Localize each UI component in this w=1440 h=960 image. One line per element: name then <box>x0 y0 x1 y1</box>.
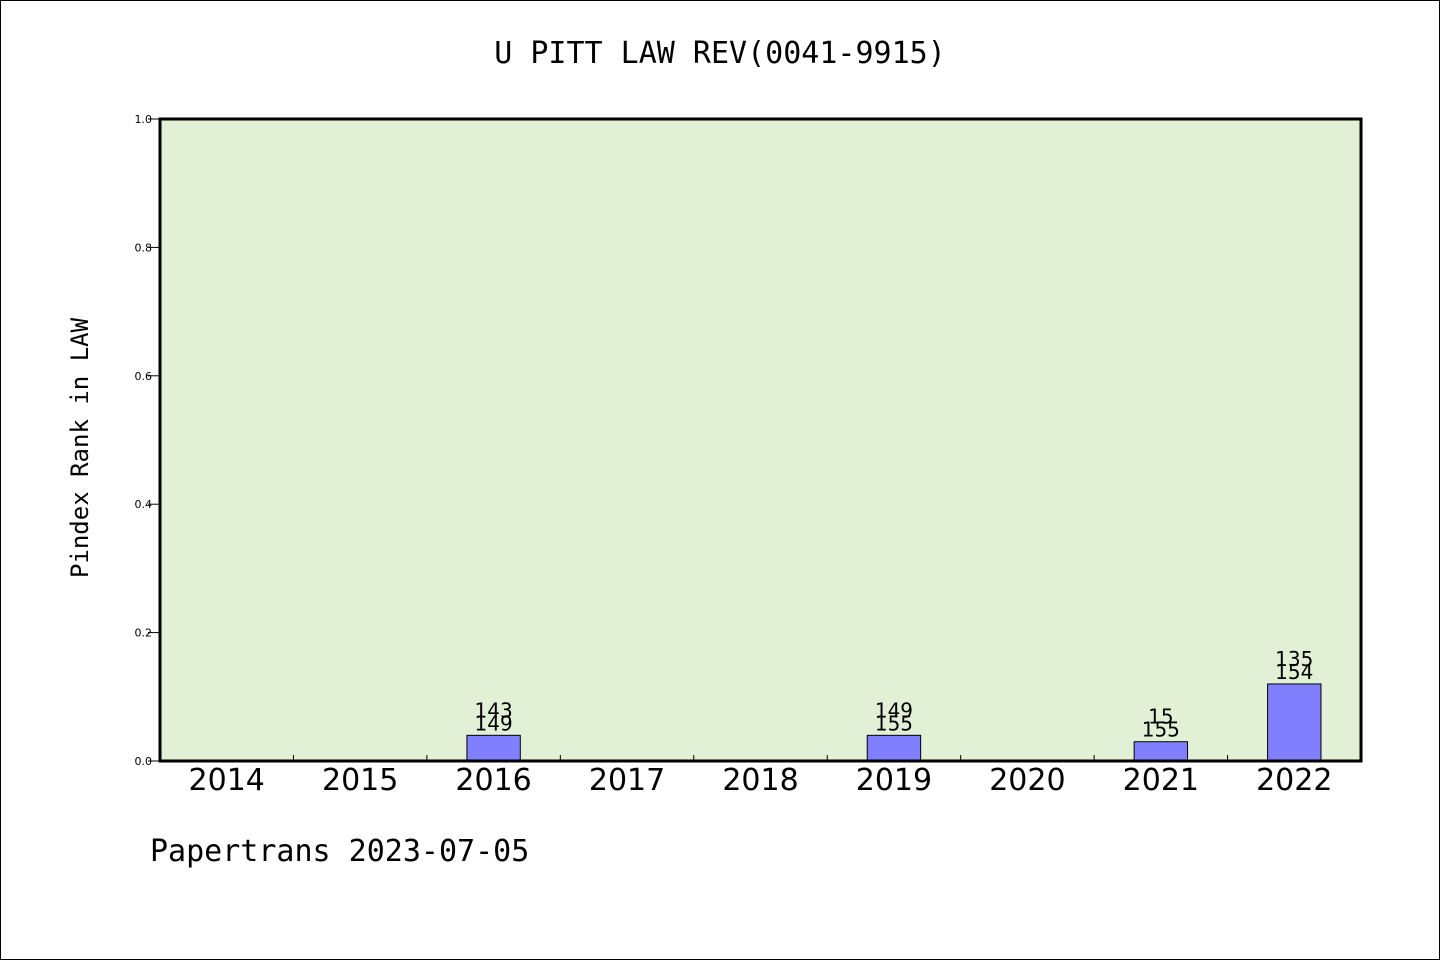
y-axis: 0.0 0.2 0.4 0.6 0.8 1.0 <box>135 113 160 768</box>
bar-label-top: 15 <box>1148 705 1173 729</box>
bar-label-bottom: 155 <box>1142 718 1180 742</box>
bar-label-bottom: 149 <box>475 711 513 735</box>
bar-label-bottom: 154 <box>1275 660 1313 684</box>
bar <box>1133 741 1189 762</box>
bar-label-bottom: 155 <box>875 711 913 735</box>
bar <box>1267 683 1322 762</box>
bar-label-top: 149 <box>875 698 913 722</box>
chart-title: U PITT LAW REV(0041-9915) <box>494 36 946 71</box>
x-tick-label: 2018 <box>722 763 798 798</box>
y-tick-label: 0.0 <box>135 755 153 768</box>
x-axis: 2014 2015 2016 2017 2018 2019 2020 2021 2022 <box>189 755 1332 798</box>
bar-label-top: 143 <box>475 698 513 722</box>
x-tick-label: 2021 <box>1123 763 1199 798</box>
x-tick-label: 2020 <box>989 763 1065 798</box>
x-tick-label: 2017 <box>589 763 665 798</box>
bars-group <box>466 683 1322 762</box>
plot-area <box>160 119 1361 761</box>
x-tick-label: 2022 <box>1256 763 1332 798</box>
bar <box>866 734 922 762</box>
y-tick-label: 1.0 <box>135 113 153 126</box>
x-tick-label: 2019 <box>856 763 932 798</box>
y-tick-label: 0.4 <box>135 498 153 511</box>
footer-credit: Papertrans 2023-07-05 <box>150 834 530 869</box>
y-tick-label: 0.8 <box>135 241 153 254</box>
y-tick-label: 0.6 <box>135 370 153 383</box>
x-tick-label: 2015 <box>322 763 398 798</box>
x-tick-label: 2014 <box>189 763 265 798</box>
y-tick-label: 0.2 <box>135 627 153 640</box>
plot-border <box>158 117 1363 763</box>
bar-label-top: 135 <box>1275 647 1313 671</box>
x-tick-label: 2016 <box>455 763 531 798</box>
bar <box>466 734 521 762</box>
